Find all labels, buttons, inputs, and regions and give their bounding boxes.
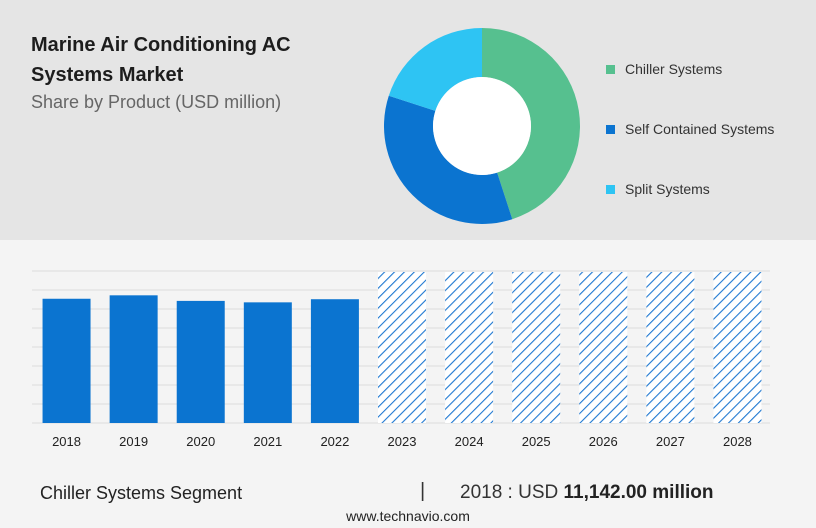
x-tick-label: 2028 xyxy=(723,434,752,449)
bar-forecast-2028 xyxy=(713,272,762,423)
chart-subtitle: Share by Product (USD million) xyxy=(31,92,282,112)
legend-label: Self Contained Systems xyxy=(625,121,775,137)
chart-title: Marine Air Conditioning AC Systems Marke… xyxy=(31,34,291,86)
bar-2021 xyxy=(243,302,292,423)
bar-2018 xyxy=(42,298,91,423)
x-tick-label: 2018 xyxy=(52,434,81,449)
bar-chart: 2018 2019 2020 2021 2022 2023 2024 2025 2026 2027… xyxy=(32,270,770,449)
legend-swatch xyxy=(606,64,615,74)
bar-forecast-2023 xyxy=(378,272,426,423)
x-tick-label: 2025 xyxy=(522,434,551,449)
x-tick-label: 2019 xyxy=(119,434,148,449)
x-tick-label: 2024 xyxy=(455,434,484,449)
bar-forecast-2027 xyxy=(646,272,695,423)
bar-forecast-2025 xyxy=(512,272,561,423)
bar-forecast-2026 xyxy=(579,272,628,423)
x-tick-label: 2021 xyxy=(253,434,282,449)
bar-forecast-2024 xyxy=(445,272,494,423)
bar-2019 xyxy=(109,295,158,423)
divider: | xyxy=(420,480,426,502)
legend-item-self-contained: Self Contained Systems xyxy=(606,119,774,139)
year-value: 2018 : USD 11,142.00 million xyxy=(460,482,714,504)
x-tick-label: 2023 xyxy=(388,434,417,449)
x-tick-label: 2022 xyxy=(320,434,349,449)
legend-label: Chiller Systems xyxy=(625,61,723,77)
donut-slice-split-systems xyxy=(388,28,482,111)
bar-2022 xyxy=(310,299,359,423)
segment-label: Chiller Systems Segment xyxy=(40,483,243,503)
legend-item-split: Split Systems xyxy=(606,179,710,199)
donut-slice-self-contained-systems xyxy=(384,95,513,224)
source-url: www.technavio.com xyxy=(346,508,470,524)
legend-label: Split Systems xyxy=(625,181,710,197)
donut-chart xyxy=(384,28,580,224)
x-tick-label: 2027 xyxy=(656,434,685,449)
x-tick-label: 2020 xyxy=(186,434,215,449)
bar-2020 xyxy=(176,300,225,423)
year-prefix: 2018 : USD xyxy=(460,482,559,503)
value-text: 11,142.00 million xyxy=(563,482,714,503)
x-tick-label: 2026 xyxy=(589,434,618,449)
legend-item-chiller: Chiller Systems xyxy=(606,59,722,79)
legend-swatch xyxy=(606,124,615,134)
donut-slice-chiller-systems xyxy=(482,28,580,220)
legend-swatch xyxy=(606,184,615,194)
donut-hole xyxy=(433,77,531,175)
